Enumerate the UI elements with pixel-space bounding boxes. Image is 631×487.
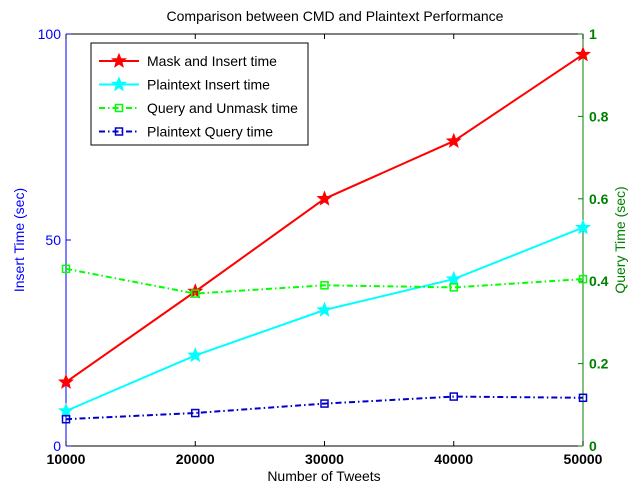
series-1-point: [57, 373, 75, 389]
x-tick-label: 30000: [305, 451, 344, 467]
series-4-point: [320, 399, 329, 408]
y-right-tick-label: 1: [589, 26, 597, 42]
series-line-2: [65, 226, 584, 412]
series-1-point: [445, 132, 462, 148]
legend-marker-2: [110, 76, 128, 92]
series-line-4: [65, 395, 584, 421]
series-3-point: [449, 283, 458, 292]
legend-marker-4: [114, 127, 124, 136]
x-axis-label: Number of Tweets: [267, 468, 380, 484]
x-tick-label: 20000: [176, 451, 215, 467]
series-4-point: [191, 408, 200, 418]
y-left-tick-label: 100: [38, 26, 62, 42]
y-axis-right-label: Query Time (sec): [612, 186, 628, 293]
y-right-tick-label: 0.6: [589, 191, 609, 207]
series-1-point: [574, 46, 592, 62]
series-line-3: [65, 267, 584, 295]
series-3-point: [578, 274, 588, 284]
series-2-point: [187, 347, 204, 363]
y-left-tick-label: 0: [53, 438, 61, 454]
series-3-point: [191, 289, 200, 298]
x-tick-label: 10000: [47, 451, 86, 467]
y-right-tick-label: 0.8: [589, 108, 609, 124]
chart-title: Comparison between CMD and Plaintext Per…: [167, 8, 504, 24]
series-2-point: [57, 402, 75, 418]
legend-label-1: Mask and Insert time: [147, 53, 277, 69]
y-right-tick-label: 0.2: [589, 356, 609, 372]
x-tick-label: 40000: [434, 451, 473, 467]
legend-label-4: Plaintext Query time: [147, 124, 273, 140]
series-2-point: [445, 270, 462, 286]
series-4-point: [449, 392, 458, 401]
legend-marker-3: [114, 103, 124, 113]
plot-area: 10000 20000 30000 40000 5000005010000.20.40.…: [38, 26, 609, 467]
series-4-point: [578, 393, 588, 403]
series-3-point: [61, 264, 71, 274]
series-2-point: [316, 301, 333, 317]
series-4-point: [61, 414, 71, 424]
series-3-point: [320, 281, 329, 290]
legend-label-2: Plaintext Insert time: [147, 77, 270, 93]
y-axis-left-label: Insert Time (sec): [11, 188, 27, 292]
legend-marker-1: [110, 52, 128, 68]
series-1-point: [316, 190, 333, 206]
x-tick-label: 50000: [564, 451, 603, 467]
legend-label-3: Query and Unmask time: [147, 100, 298, 116]
y-left-tick-label: 50: [45, 232, 61, 248]
y-right-tick-label: 0.4: [589, 273, 609, 289]
series-2-point: [574, 219, 592, 235]
y-right-tick-label: 0: [589, 438, 597, 454]
